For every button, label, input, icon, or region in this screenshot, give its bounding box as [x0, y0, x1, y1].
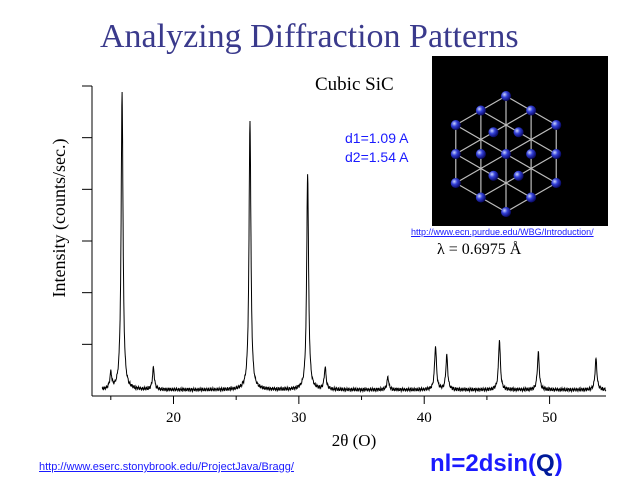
d2-annotation: d2=1.54 A [345, 149, 409, 165]
formula-close: ) [554, 450, 563, 477]
x-tick-label: 40 [417, 410, 432, 426]
wavelength-annotation: λ = 0.6975 Å [437, 241, 522, 258]
formula-main: nl=2dsin( [430, 450, 537, 477]
chart-ticks: 20 30 40 50 [82, 85, 557, 426]
x-tick-label: 20 [166, 410, 181, 426]
y-axis-label: Intensity (counts/sec.) [49, 139, 70, 298]
crystal-image-link[interactable]: http://www.ecn.purdue.edu/WBG/Introducti… [411, 227, 594, 237]
bragg-credit-link[interactable]: http://www.eserc.stonybrook.edu/ProjectJ… [39, 461, 294, 473]
formula-theta: Q [536, 450, 555, 477]
x-tick-label: 30 [291, 410, 306, 426]
slide-title: Analyzing Diffraction Patterns [100, 18, 519, 55]
bragg-formula: nl=2dsin(Q) [430, 450, 563, 478]
d1-annotation: d1=1.09 A [345, 130, 409, 146]
x-axis-label: 2θ (O) [332, 431, 377, 450]
chart-title: Cubic SiC [315, 74, 394, 95]
crystal-structure-image [432, 56, 608, 226]
x-tick-label: 50 [542, 410, 557, 426]
diffraction-pattern-line [101, 91, 607, 394]
